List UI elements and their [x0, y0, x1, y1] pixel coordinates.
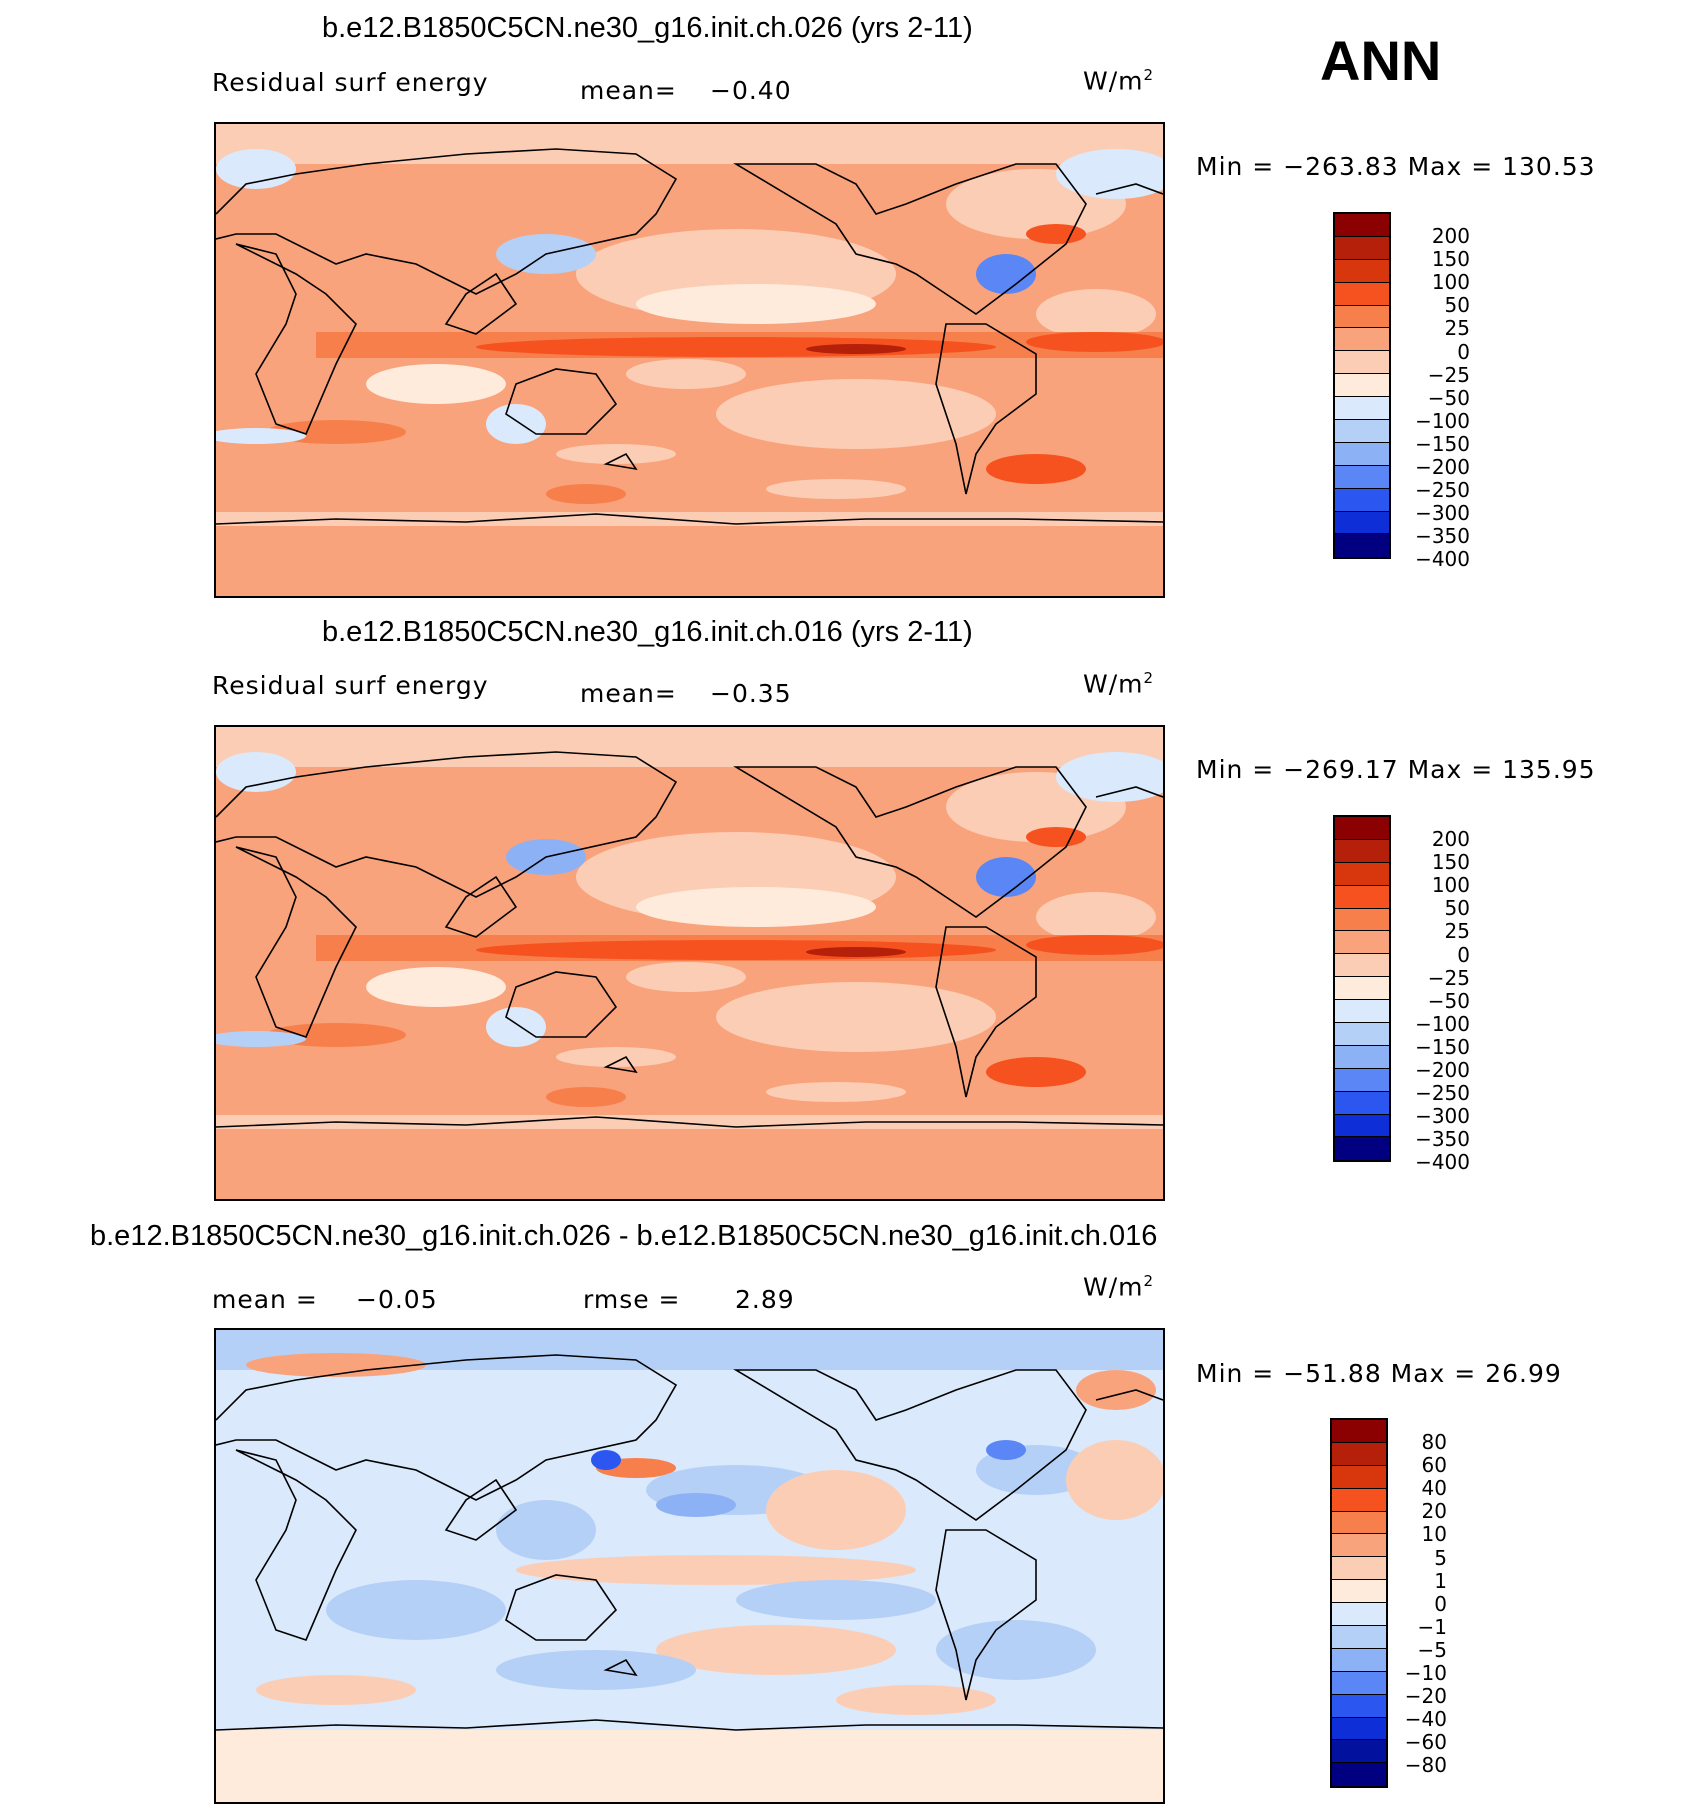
cbar-label: 150: [1431, 247, 1470, 271]
cbar-label: 150: [1431, 850, 1470, 874]
cbar-label: −50: [1427, 386, 1470, 410]
cbar-label: −150: [1415, 432, 1470, 456]
cbar-label: −250: [1415, 1081, 1470, 1105]
season-label: ANN: [1320, 29, 1442, 92]
panel3-rmse-value: 2.89: [735, 1285, 795, 1314]
cbar-label: −10: [1404, 1661, 1447, 1685]
cbar-label: 0: [1457, 340, 1470, 364]
cbar-label: −350: [1415, 524, 1470, 548]
panel1-mean-label: mean=: [580, 76, 677, 105]
cbar-label: 200: [1431, 224, 1470, 248]
cbar-label: 10: [1421, 1522, 1447, 1546]
panel3-mean-value: −0.05: [356, 1285, 438, 1314]
panel2-map: [214, 725, 1165, 1201]
cbar-label: −100: [1415, 1012, 1470, 1036]
cbar-label: 60: [1421, 1453, 1447, 1477]
panel1-colorbar-labels: 200 150 100 50 25 0 −25 −50 −100 −150 −2…: [1400, 224, 1470, 574]
cbar-label: −300: [1415, 1104, 1470, 1128]
panel3-mean-label: mean =: [212, 1285, 318, 1314]
cbar-label: 0: [1457, 943, 1470, 967]
cbar-label: −5: [1417, 1638, 1447, 1662]
cbar-label: −20: [1404, 1684, 1447, 1708]
panel2-colorbar-labels: 200 150 100 50 25 0 −25 −50 −100 −150 −2…: [1400, 827, 1470, 1177]
panel2-colorbar: [1333, 815, 1391, 1163]
cbar-label: 1: [1434, 1569, 1447, 1593]
panel1-colorbar: [1333, 212, 1391, 560]
cbar-label: 5: [1434, 1546, 1447, 1570]
panel1-units: W/m2: [1083, 66, 1155, 96]
cbar-label: −25: [1427, 363, 1470, 387]
panel3-units: W/m2: [1083, 1272, 1155, 1302]
panel3-minmax: Min = −51.88 Max = 26.99: [1196, 1359, 1562, 1388]
cbar-label: −60: [1404, 1730, 1447, 1754]
panel1-mean-value: −0.40: [710, 76, 792, 105]
cbar-label: −400: [1415, 1150, 1470, 1174]
panel3-title: b.e12.B1850C5CN.ne30_g16.init.ch.026 - b…: [90, 1220, 1158, 1252]
panel3-colorbar-labels: 80 60 40 20 10 5 1 0 −1 −5 −10 −20 −40 −…: [1397, 1430, 1447, 1780]
cbar-label: −250: [1415, 478, 1470, 502]
panel1-minmax: Min = −263.83 Max = 130.53: [1196, 152, 1596, 181]
cbar-label: −80: [1404, 1753, 1447, 1777]
panel3-colorbar: [1330, 1418, 1388, 1789]
panel2-units: W/m2: [1083, 669, 1155, 699]
cbar-label: 100: [1431, 270, 1470, 294]
cbar-label: −300: [1415, 501, 1470, 525]
cbar-label: 20: [1421, 1499, 1447, 1523]
cbar-label: −200: [1415, 455, 1470, 479]
panel3-map: [214, 1328, 1165, 1804]
cbar-label: 25: [1444, 919, 1470, 943]
panel2-mean-label: mean=: [580, 679, 677, 708]
panel2-mean-value: −0.35: [710, 679, 792, 708]
cbar-label: −50: [1427, 989, 1470, 1013]
panel2-title: b.e12.B1850C5CN.ne30_g16.init.ch.016 (yr…: [322, 616, 973, 648]
cbar-label: 100: [1431, 873, 1470, 897]
panel2-minmax: Min = −269.17 Max = 135.95: [1196, 755, 1596, 784]
cbar-label: −200: [1415, 1058, 1470, 1082]
cbar-label: −350: [1415, 1127, 1470, 1151]
panel2-variable: Residual surf energy: [212, 671, 489, 700]
cbar-label: 25: [1444, 316, 1470, 340]
cbar-label: −40: [1404, 1707, 1447, 1731]
cbar-label: −400: [1415, 547, 1470, 571]
panel3-rmse-label: rmse =: [583, 1285, 681, 1314]
cbar-label: 200: [1431, 827, 1470, 851]
panel1-map: [214, 122, 1165, 598]
cbar-label: −1: [1417, 1615, 1447, 1639]
panel1-variable: Residual surf energy: [212, 68, 489, 97]
cbar-label: −25: [1427, 966, 1470, 990]
cbar-label: −150: [1415, 1035, 1470, 1059]
cbar-label: 50: [1444, 293, 1470, 317]
cbar-label: −100: [1415, 409, 1470, 433]
cbar-label: 40: [1421, 1476, 1447, 1500]
panel1-title: b.e12.B1850C5CN.ne30_g16.init.ch.026 (yr…: [322, 12, 973, 44]
cbar-label: 80: [1421, 1430, 1447, 1454]
cbar-label: 0: [1434, 1592, 1447, 1616]
cbar-label: 50: [1444, 896, 1470, 920]
